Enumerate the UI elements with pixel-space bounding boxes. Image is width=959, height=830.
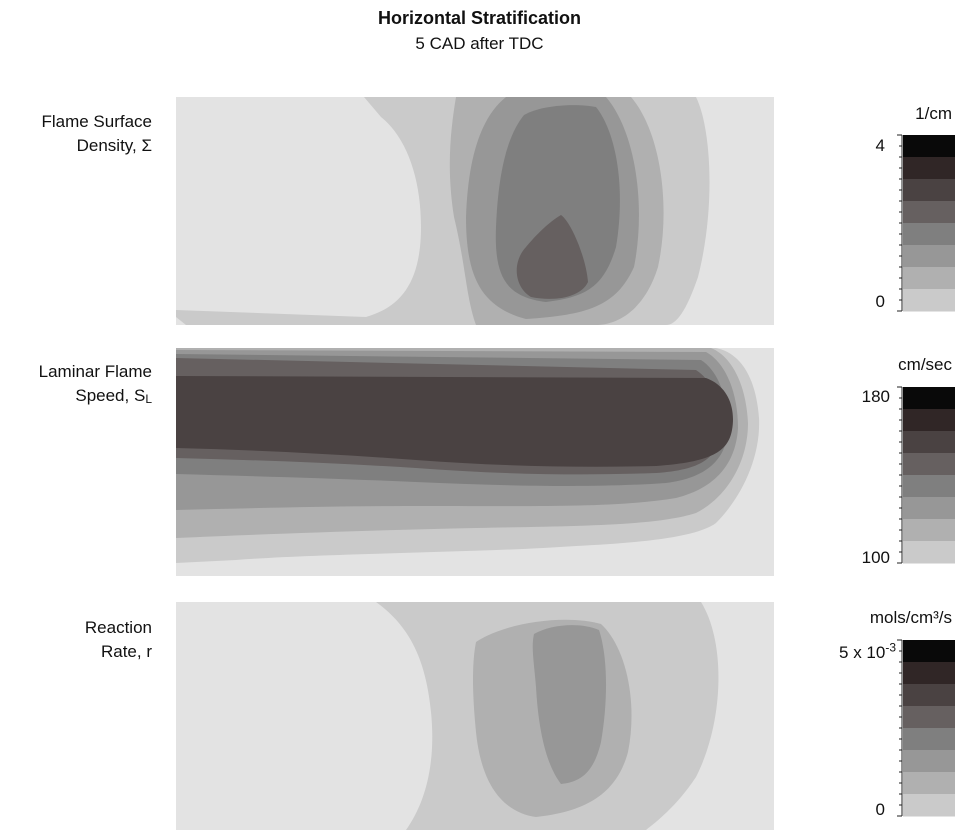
colorbar-min-label: 100	[861, 548, 890, 567]
row-label-subscript: L	[145, 392, 152, 406]
row-label-flame-surface-density: Flame Surface Density, Σ	[0, 110, 152, 158]
colorbar-2	[896, 385, 956, 572]
colorbar-swatch	[903, 267, 955, 290]
plot-reaction-rate	[176, 602, 774, 830]
row-label-line: Speed, SL	[0, 384, 152, 411]
colorbar-swatch	[903, 475, 955, 498]
colorbar-exponent: -3	[885, 640, 896, 654]
colorbar-svg-3	[897, 639, 955, 817]
chart-subtitle: 5 CAD after TDC	[415, 34, 544, 53]
contour-plot-1	[176, 97, 774, 325]
colorbar-swatch	[903, 750, 955, 773]
colorbar-swatch	[903, 157, 955, 180]
contour-level-3	[532, 625, 607, 784]
colorbar-swatch	[903, 772, 955, 795]
colorbar-swatch	[903, 519, 955, 542]
colorbar-swatch	[903, 201, 955, 224]
colorbar-swatch	[903, 431, 955, 454]
colorbar-swatch	[903, 684, 955, 707]
contour-plot-2	[176, 348, 774, 576]
plot-laminar-flame-speed	[176, 348, 774, 576]
colorbar-svg-1	[897, 134, 955, 312]
row-label-reaction-rate: Reaction Rate, r	[0, 616, 152, 664]
colorbar-max-label: 5 x 10-3	[800, 640, 896, 663]
colorbar-swatch	[903, 179, 955, 202]
row-label-line: Laminar Flame	[38, 362, 152, 381]
colorbar-swatch	[903, 662, 955, 685]
colorbar-unit: mols/cm³/s	[869, 608, 952, 627]
colorbar-3	[896, 638, 956, 825]
contour-plot-3	[176, 602, 774, 830]
colorbar-max-label-text: 5 x 10-3	[839, 640, 896, 662]
colorbar-swatch	[903, 387, 955, 410]
row-label-line: Rate, r	[100, 642, 152, 661]
colorbar-swatch	[903, 541, 955, 564]
colorbar-swatch	[903, 409, 955, 432]
row-label-text: Speed, S	[75, 386, 146, 405]
colorbar-swatch	[903, 223, 955, 246]
colorbar-swatch	[903, 706, 955, 729]
colorbar-max-label: 180	[861, 387, 890, 406]
colorbar-unit: cm/sec	[898, 355, 952, 374]
plot-flame-surface-density	[176, 97, 774, 325]
contour-level-6	[176, 376, 733, 467]
colorbar-swatch	[903, 728, 955, 751]
colorbar-svg-2	[897, 386, 955, 564]
colorbar-unit: 1/cm	[915, 104, 952, 123]
chart-title: Horizontal Stratification	[377, 8, 581, 28]
colorbar-min-label: 0	[875, 800, 885, 819]
row-label-laminar-flame-speed: Laminar Flame Speed, SL	[0, 360, 152, 411]
colorbar-max-label: 4	[875, 136, 885, 155]
colorbar-swatch	[903, 453, 955, 476]
colorbar-min-label: 0	[875, 292, 885, 311]
colorbar-swatch	[903, 245, 955, 268]
row-label-line: Flame Surface	[41, 112, 152, 131]
colorbar-swatch	[903, 497, 955, 520]
colorbar-swatch	[903, 289, 955, 312]
row-label-line: Reaction	[84, 618, 152, 637]
contour-level-5	[516, 215, 588, 299]
colorbar-swatch	[903, 640, 955, 663]
colorbar-1	[896, 133, 956, 320]
colorbar-swatch	[903, 794, 955, 817]
colorbar-swatch	[903, 135, 955, 158]
row-label-line: Density, Σ	[76, 136, 152, 155]
